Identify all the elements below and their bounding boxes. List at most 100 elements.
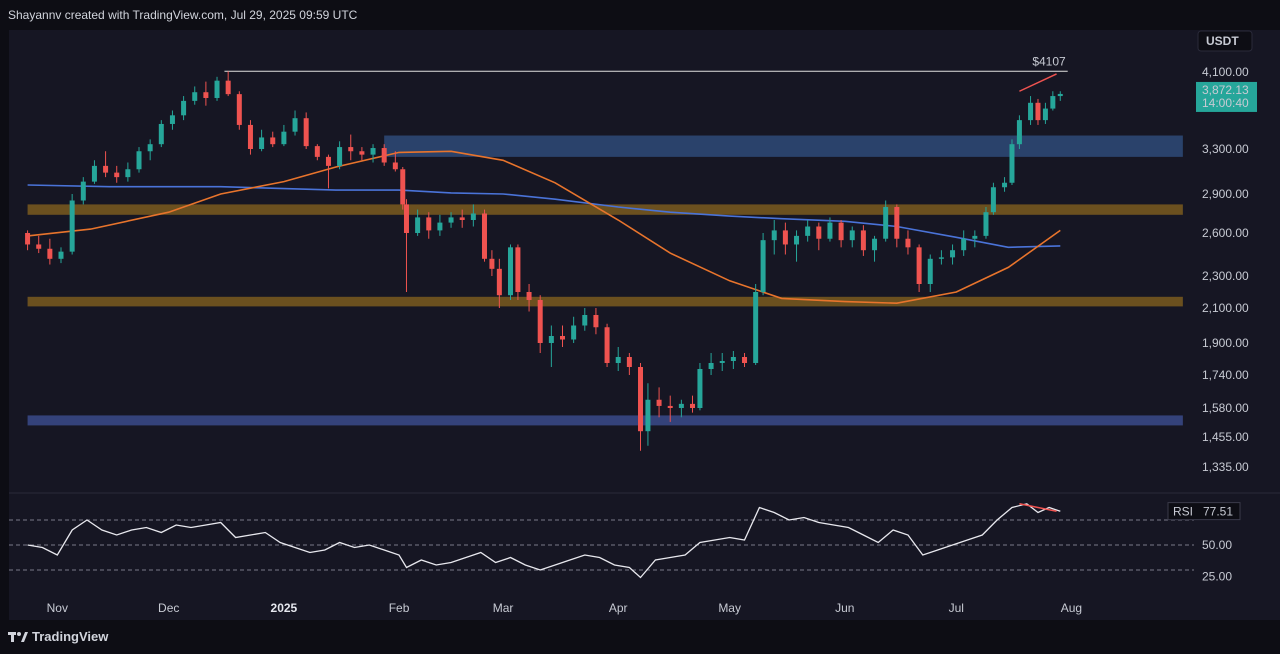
- candle-body: [136, 151, 142, 170]
- candle-body: [816, 226, 822, 239]
- candle-body: [1042, 108, 1048, 121]
- candle-body: [103, 165, 109, 173]
- price-zone: [384, 135, 1183, 157]
- candle-body: [794, 235, 800, 245]
- candle-body: [927, 258, 933, 284]
- x-tick-label: Feb: [389, 601, 410, 615]
- price-tick-label: 2,100.00: [1202, 301, 1249, 315]
- candle-body: [481, 213, 487, 259]
- candle-body: [437, 222, 443, 231]
- candle-body: [938, 257, 944, 259]
- price-tick-label: 1,455.00: [1202, 430, 1249, 444]
- candle-body: [415, 217, 421, 233]
- candle-body: [370, 148, 376, 155]
- candle-body: [91, 165, 97, 182]
- x-tick-label: Apr: [609, 601, 628, 615]
- x-tick-label: Dec: [158, 601, 179, 615]
- currency-badge: [1197, 30, 1253, 52]
- price-tick-label: 1,900.00: [1202, 336, 1249, 350]
- candle-body: [459, 217, 465, 220]
- candle-body: [1028, 102, 1034, 121]
- candle-body: [58, 251, 64, 259]
- candle-body: [571, 325, 577, 340]
- candle-body: [80, 181, 86, 201]
- rsi-badge-label: RSI: [1173, 505, 1193, 519]
- chart-panel[interactable]: [9, 30, 1194, 620]
- candle-body: [690, 403, 696, 408]
- rsi-badge-value: 77.51: [1203, 505, 1233, 519]
- candle-body: [426, 217, 432, 231]
- candle-body: [526, 292, 532, 300]
- candle-body: [1035, 102, 1041, 121]
- moving-average-blue: [27, 184, 1061, 249]
- candle-body: [403, 204, 409, 233]
- candle-body: [656, 399, 662, 406]
- candle-body: [69, 200, 75, 252]
- moving-average-orange: [27, 150, 1061, 305]
- candle-body: [678, 403, 684, 408]
- price-axis-column[interactable]: [1194, 30, 1280, 620]
- candle-body: [615, 357, 621, 363]
- candle-body: [537, 300, 543, 343]
- candle-body: [872, 238, 878, 251]
- candle-body: [753, 292, 759, 363]
- candle-body: [950, 250, 956, 258]
- candle-body: [359, 151, 365, 155]
- candle-body: [972, 235, 978, 239]
- candle-body: [259, 137, 265, 149]
- price-tick-label: 1,740.00: [1202, 368, 1249, 382]
- candle-body: [448, 217, 454, 223]
- price-tick-label: 3,300.00: [1202, 142, 1249, 156]
- candle-body: [247, 124, 253, 149]
- candle-body: [325, 156, 331, 166]
- candle-body: [392, 162, 398, 170]
- candle-body: [604, 327, 610, 363]
- candle-body: [894, 207, 900, 239]
- candle-body: [645, 399, 651, 432]
- rsi-tick-label: 25.00: [1202, 569, 1232, 583]
- x-tick-label: Mar: [493, 601, 514, 615]
- candle-body: [983, 212, 989, 236]
- candle-body: [114, 172, 120, 178]
- x-tick-label: Jun: [835, 601, 854, 615]
- candle-body: [36, 244, 42, 249]
- candle-body: [400, 169, 406, 205]
- last-price-badge: [1196, 81, 1257, 112]
- candle-body: [638, 367, 644, 432]
- price-tick-label: 1,580.00: [1202, 401, 1249, 415]
- candle-body: [515, 247, 521, 292]
- candle-body: [214, 80, 220, 98]
- candle-body: [697, 369, 703, 408]
- candle-body: [1009, 144, 1015, 183]
- candle-body: [303, 118, 309, 147]
- candle-body: [805, 226, 811, 236]
- resistance-label: $4107: [1032, 54, 1066, 68]
- candle-body: [1057, 93, 1063, 97]
- candle-body: [559, 336, 565, 340]
- candle-body: [507, 247, 513, 296]
- candle-body: [827, 222, 833, 239]
- price-tick-label: 2,300.00: [1202, 269, 1249, 283]
- candle-body: [181, 100, 187, 116]
- candle-body: [381, 148, 387, 163]
- candle-body: [337, 147, 343, 166]
- candle-body: [582, 315, 588, 326]
- candle-body: [125, 169, 131, 178]
- candle-body: [314, 146, 320, 157]
- candle-body: [147, 144, 153, 152]
- candle-body: [470, 213, 476, 220]
- candle-body: [203, 92, 209, 98]
- candle-body: [25, 233, 31, 245]
- brand-name: TradingView: [32, 629, 109, 644]
- candle-body: [593, 315, 599, 328]
- candle-body: [961, 238, 967, 251]
- price-tick-label: 2,600.00: [1202, 226, 1249, 240]
- attribution-text: Shayannv created with TradingView.com, J…: [8, 8, 358, 22]
- candle-body: [1002, 182, 1008, 188]
- candle-body: [158, 123, 164, 145]
- candle-body: [771, 230, 777, 241]
- candle-body: [742, 357, 748, 363]
- price-zone: [27, 204, 1183, 215]
- last-price-value: 3,872.13: [1202, 83, 1249, 97]
